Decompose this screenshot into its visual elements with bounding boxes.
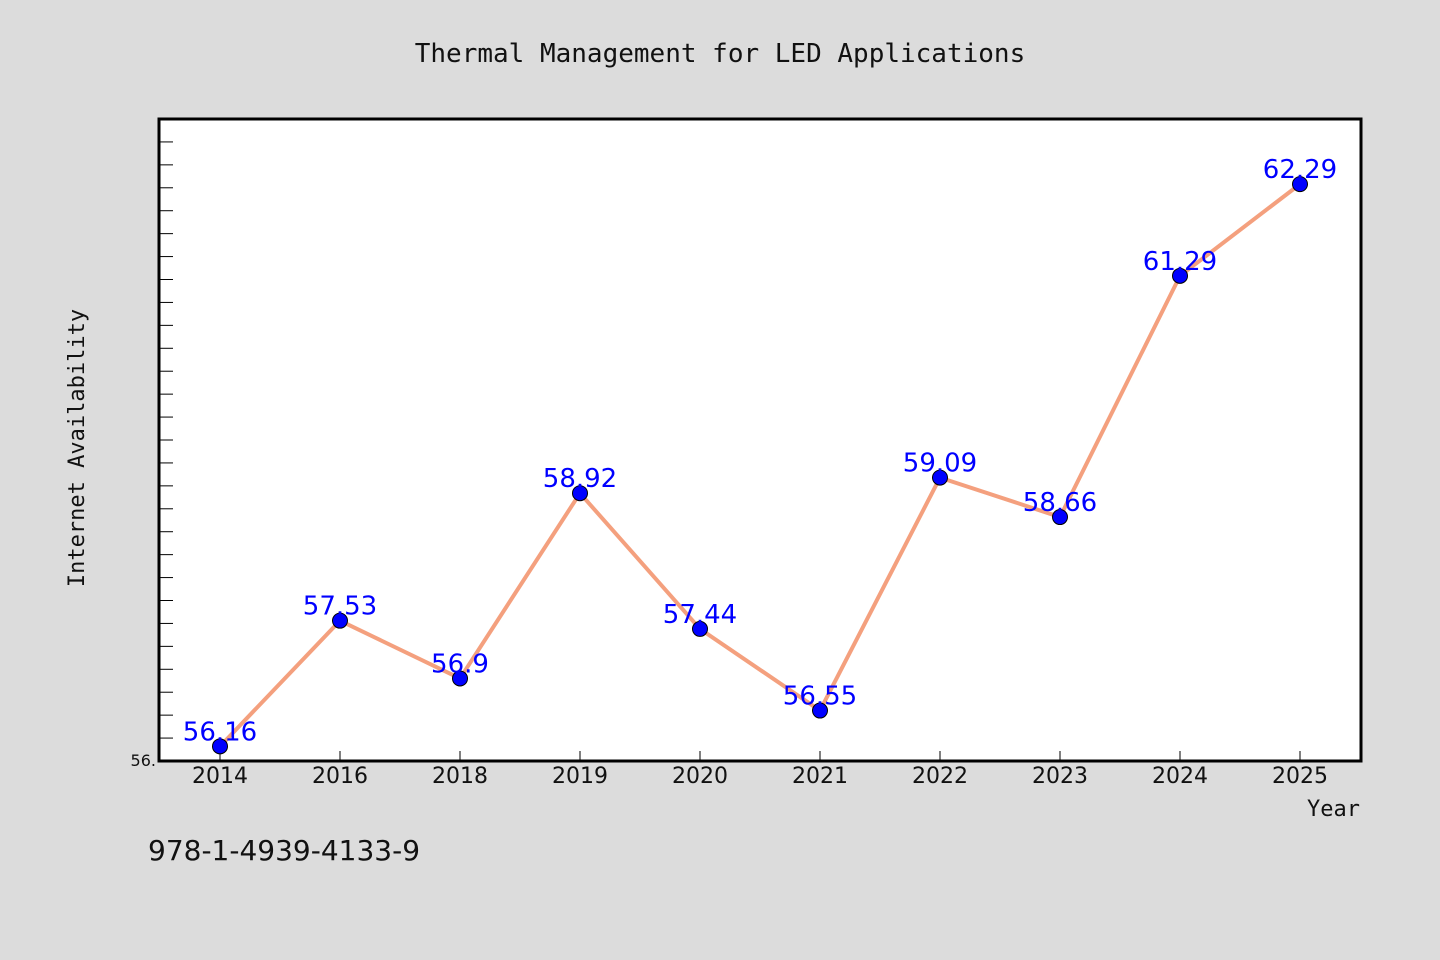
y-axis-label: Internet Availability [65,309,90,587]
data-label: 56.16 [183,717,257,747]
plot-area [157,117,1363,763]
x-tick-label: 2014 [192,764,248,789]
data-point [692,620,708,637]
data-point [452,670,468,687]
x-axis-ticks: 2014 2016 2018 2019 2020 2021 2022 2023 2024 2025 [192,751,1328,789]
data-markers [212,176,1308,755]
series-line [218,182,1302,748]
x-tick-label: 2020 [672,764,728,789]
y-tick-label: 56. [131,751,156,770]
data-label: 56.9 [431,649,489,679]
data-point [572,485,588,502]
x-tick-label: 2022 [912,764,968,789]
data-labels: 56.16 57.53 56.9 58.92 57.44 56.55 59.09 58.66 6… [183,155,1337,747]
x-tick-label: 2018 [432,764,488,789]
y-axis-ticks: 56. [131,141,173,770]
data-label: 56.55 [783,682,857,712]
data-point [212,738,228,755]
data-label: 61.29 [1143,247,1217,277]
x-tick-label: 2024 [1152,764,1208,789]
x-tick-label: 2019 [552,764,608,789]
data-point [1292,176,1308,193]
data-point [1052,509,1068,526]
x-tick-label: 2021 [792,764,848,789]
data-point [332,612,348,629]
data-label: 57.53 [303,592,377,622]
data-label: 62.29 [1263,155,1337,185]
x-tick-label: 2023 [1032,764,1088,789]
data-point [1172,267,1188,284]
chart-title: Thermal Management for LED Applications [415,39,1025,69]
data-label: 58.66 [1023,488,1097,518]
data-label: 57.44 [663,600,737,630]
x-tick-label: 2025 [1272,764,1328,789]
data-label: 59.09 [903,449,977,479]
data-label: 58.92 [543,464,617,494]
data-point [932,469,948,486]
x-axis-label: Year [1307,797,1360,822]
isbn-footer: 978-1-4939-4133-9 [148,834,421,867]
data-point [812,702,828,719]
x-tick-label: 2016 [312,764,368,789]
